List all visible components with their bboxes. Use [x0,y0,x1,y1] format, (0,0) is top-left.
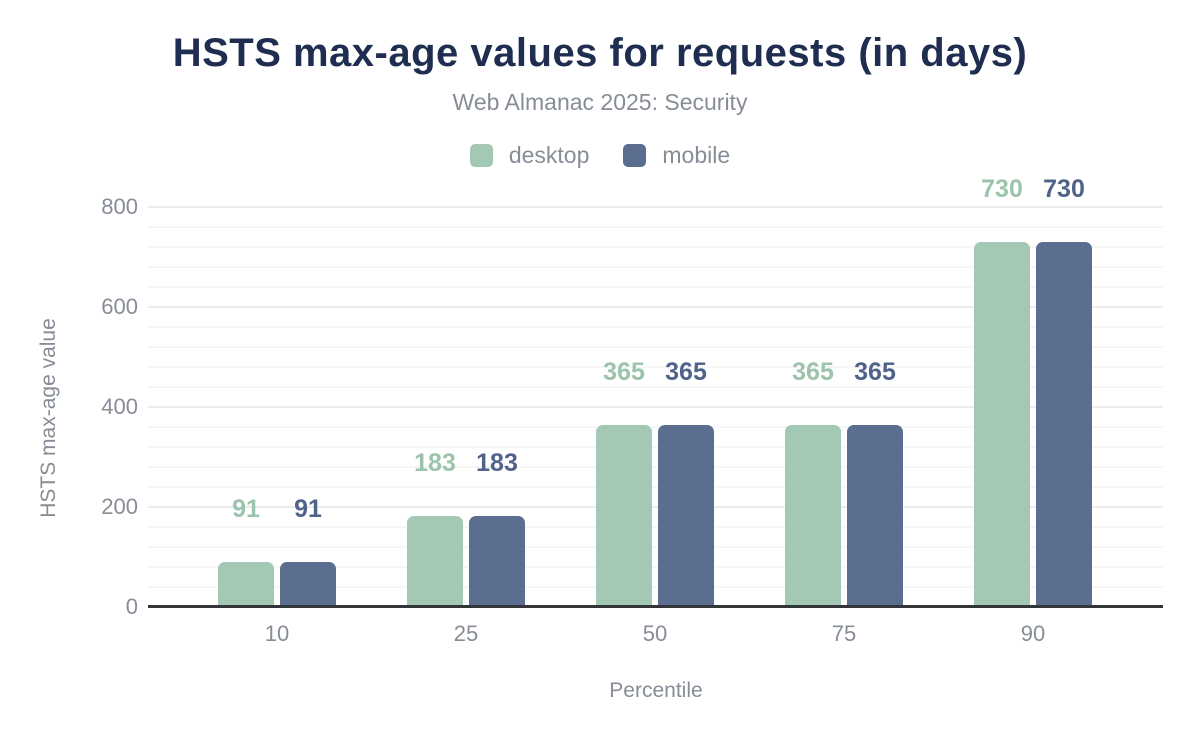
mobile-bar-value-label: 91 [294,494,322,523]
minor-gridline [148,326,1163,328]
minor-gridline [148,266,1163,268]
major-gridline [148,506,1163,508]
mobile-series-swatch-icon [623,144,647,167]
y-axis-tick-label: 800 [101,194,138,219]
mobile-bar-value-label: 365 [854,357,896,386]
minor-gridline [148,586,1163,588]
legend-item-mobile[interactable]: mobile [623,142,730,169]
minor-gridline [148,526,1163,528]
mobile-bar-value-label: 365 [665,357,707,386]
mobile-bar[interactable] [280,561,336,607]
minor-gridline [148,466,1163,468]
minor-gridline [148,226,1163,228]
desktop-bar[interactable] [785,424,841,607]
major-gridline [148,306,1163,308]
y-axis-tick-label: 400 [101,394,138,419]
y-axis-tick-label: 200 [101,494,138,519]
mobile-bar-value-label: 730 [1043,175,1085,203]
legend: desktop mobile [0,142,1200,169]
y-axis-tick-label: 0 [125,594,138,619]
x-axis-line [148,605,1163,608]
minor-gridline [148,486,1163,488]
mobile-bar[interactable] [1036,242,1092,607]
y-axis-tick-label: 600 [101,294,138,319]
major-gridline [148,406,1163,408]
legend-label-desktop: desktop [508,142,590,168]
desktop-bar-value-label: 183 [414,448,456,477]
desktop-series-swatch-icon [469,144,493,167]
mobile-bar[interactable] [847,424,903,607]
mobile-bar[interactable] [658,424,714,607]
desktop-bar-value-label: 365 [792,357,834,386]
minor-gridline [148,446,1163,448]
desktop-bar[interactable] [218,561,274,607]
desktop-bar-value-label: 365 [603,357,645,386]
minor-gridline [148,346,1163,348]
minor-gridline [148,426,1163,428]
x-axis-title: Percentile [609,679,703,702]
x-axis-tick-label: 10 [264,621,290,646]
desktop-bar-value-label: 91 [232,494,260,523]
chart-subtitle: Web Almanac 2025: Security [452,89,748,115]
minor-gridline [148,366,1163,368]
minor-gridline [148,546,1163,548]
x-axis-tick-label: 90 [1020,621,1046,646]
minor-gridline [148,246,1163,248]
major-gridline [148,206,1163,208]
minor-gridline [148,566,1163,568]
legend-item-desktop[interactable]: desktop [469,142,590,169]
chart-title: HSTS max-age values for requests (in day… [172,31,1028,75]
mobile-bar-value-label: 183 [476,448,518,477]
desktop-bar-value-label: 730 [981,175,1023,203]
minor-gridline [148,386,1163,388]
minor-gridline [148,286,1163,288]
desktop-bar[interactable] [974,242,1030,607]
x-axis-tick-label: 75 [831,621,857,646]
x-axis-tick-label: 25 [453,621,479,646]
legend-label-mobile: mobile [662,142,731,168]
desktop-bar[interactable] [407,515,463,607]
desktop-bar[interactable] [596,424,652,607]
y-axis-title: HSTS max-age value [37,318,60,518]
mobile-bar[interactable] [469,515,525,607]
x-axis-tick-label: 50 [642,621,668,646]
